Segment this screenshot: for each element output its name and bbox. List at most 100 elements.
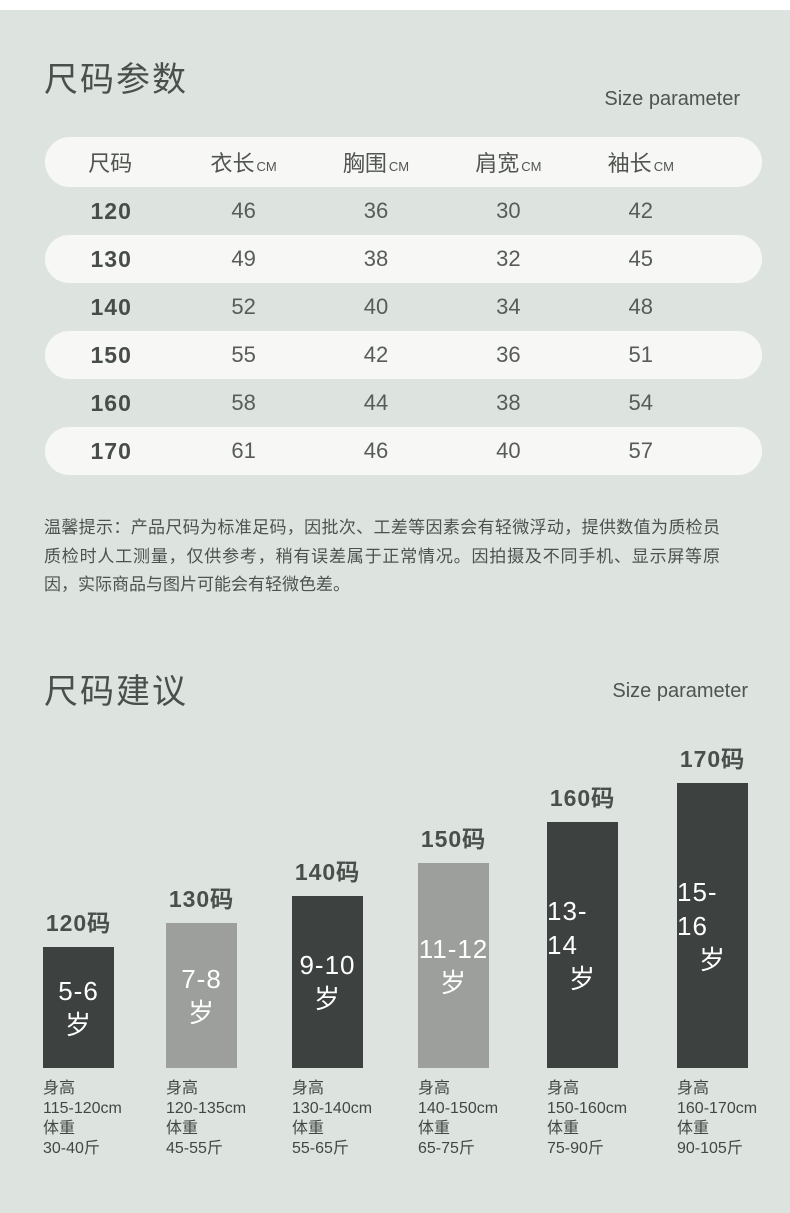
age-suffix: 岁 bbox=[187, 997, 215, 1028]
bar-size-label: 150码 bbox=[420, 826, 487, 852]
chart-column-130: 130码 7-8 岁 bbox=[166, 740, 237, 1068]
cell-chest: 38 bbox=[363, 246, 389, 271]
age-range: 5-6 bbox=[58, 975, 99, 1006]
top-white-strip bbox=[0, 0, 790, 10]
bar-170: 15-16 岁 bbox=[677, 783, 748, 1068]
col-header-label: 肩宽 bbox=[475, 151, 520, 176]
bar-140: 9-10 岁 bbox=[292, 896, 363, 1068]
section-subtitle-en: Size parameter bbox=[612, 680, 748, 702]
cell-sleeve: 51 bbox=[628, 342, 654, 367]
cell-sleeve: 45 bbox=[628, 246, 654, 271]
age-suffix: 岁 bbox=[439, 967, 467, 998]
info-height-label: 身高 bbox=[547, 1080, 580, 1097]
bar-size-label: 130码 bbox=[168, 886, 235, 912]
bar-size-label: 140码 bbox=[294, 859, 361, 885]
size-parameter-table: 尺码 衣长 CM 胸围 CM 肩宽 CM 袖长 CM 120 46 36 30 42 1… bbox=[45, 137, 762, 475]
info-height-value: 150-160cm bbox=[547, 1100, 628, 1117]
chart-column-120: 120码 5-6 岁 bbox=[43, 740, 114, 1068]
table-row-140: 140 52 40 34 48 bbox=[45, 283, 762, 331]
bar-size-label: 160码 bbox=[549, 785, 616, 811]
info-weight-label: 体重 bbox=[418, 1120, 451, 1137]
bar-age-label: 13-14 岁 bbox=[547, 894, 618, 996]
section-title-size-parameters: 尺码参数 bbox=[44, 61, 188, 99]
bar-info-130: 身高 120-135cm 体重 45-55斤 bbox=[166, 1079, 246, 1159]
cell-chest: 40 bbox=[363, 294, 389, 319]
info-weight-label: 体重 bbox=[292, 1120, 325, 1137]
age-range: 7-8 bbox=[181, 963, 222, 994]
bar-age-label: 7-8 岁 bbox=[181, 962, 222, 1030]
col-header-sleeve: 袖长 CM bbox=[575, 146, 707, 178]
cell-sleeve: 54 bbox=[628, 390, 654, 415]
col-header-unit: CM bbox=[256, 159, 277, 174]
bar-age-label: 15-16 岁 bbox=[677, 875, 748, 977]
col-header-label: 胸围 bbox=[342, 151, 387, 176]
cell-shoulder: 36 bbox=[496, 342, 521, 367]
section-subtitle-en: Size parameter bbox=[604, 88, 740, 110]
age-suffix: 岁 bbox=[313, 984, 341, 1014]
info-height-label: 身高 bbox=[166, 1080, 199, 1097]
bar-150: 11-12 岁 bbox=[418, 863, 489, 1068]
col-header-unit: CM bbox=[521, 159, 542, 174]
cell-chest: 46 bbox=[363, 438, 389, 463]
size-suggestion-chart: 120码 5-6 岁 130码 7-8 岁 140码 9-10 岁 150码 bbox=[0, 740, 790, 1213]
bar-130: 7-8 岁 bbox=[166, 923, 237, 1068]
info-height-value: 160-170cm bbox=[677, 1100, 758, 1117]
table-header-row: 尺码 衣长 CM 胸围 CM 肩宽 CM 袖长 CM bbox=[45, 137, 762, 187]
info-weight-value: 75-90斤 bbox=[547, 1140, 604, 1157]
info-height-value: 140-150cm bbox=[418, 1100, 499, 1117]
col-header-label: 袖长 bbox=[607, 151, 652, 176]
age-suffix: 岁 bbox=[698, 944, 726, 975]
cell-length: 46 bbox=[231, 198, 256, 223]
info-height-label: 身高 bbox=[292, 1080, 325, 1097]
cell-length: 49 bbox=[231, 246, 256, 271]
chart-column-170: 170码 15-16 岁 bbox=[677, 740, 748, 1068]
cell-size: 150 bbox=[90, 341, 132, 368]
cell-length: 61 bbox=[231, 438, 256, 463]
bar-info-140: 身高 130-140cm 体重 55-65斤 bbox=[292, 1079, 372, 1159]
cell-shoulder: 32 bbox=[496, 246, 521, 271]
table-row-160: 160 58 44 38 54 bbox=[45, 379, 762, 427]
info-weight-label: 体重 bbox=[43, 1120, 76, 1137]
cell-size: 170 bbox=[90, 437, 132, 464]
info-weight-value: 65-75斤 bbox=[418, 1140, 475, 1157]
info-weight-value: 45-55斤 bbox=[166, 1140, 223, 1157]
age-suffix: 岁 bbox=[64, 1009, 92, 1040]
col-header-label: 尺码 bbox=[88, 151, 133, 176]
cell-chest: 44 bbox=[363, 390, 389, 415]
cell-size: 120 bbox=[90, 197, 132, 224]
cell-length: 52 bbox=[231, 294, 256, 319]
cell-shoulder: 30 bbox=[496, 198, 521, 223]
cell-shoulder: 34 bbox=[496, 294, 521, 319]
info-weight-value: 55-65斤 bbox=[292, 1140, 349, 1157]
chart-column-150: 150码 11-12 岁 bbox=[418, 740, 489, 1068]
info-weight-value: 90-105斤 bbox=[677, 1140, 743, 1157]
bar-info-120: 身高 115-120cm 体重 30-40斤 bbox=[43, 1079, 122, 1159]
bar-size-label: 170码 bbox=[679, 746, 746, 772]
cell-sleeve: 48 bbox=[628, 294, 654, 319]
cell-chest: 42 bbox=[363, 342, 389, 367]
info-weight-value: 30-40斤 bbox=[43, 1140, 100, 1157]
cell-chest: 36 bbox=[363, 198, 389, 223]
info-height-value: 120-135cm bbox=[166, 1100, 247, 1117]
col-header-shoulder: 肩宽 CM bbox=[442, 146, 574, 178]
info-weight-label: 体重 bbox=[677, 1120, 710, 1137]
table-row-170: 170 61 46 40 57 bbox=[45, 427, 762, 475]
col-header-size: 尺码 bbox=[45, 146, 177, 178]
chart-column-160: 160码 13-14 岁 bbox=[547, 740, 618, 1068]
cell-shoulder: 40 bbox=[496, 438, 521, 463]
col-header-chest: 胸围 CM bbox=[310, 146, 442, 178]
cell-size: 140 bbox=[90, 293, 132, 320]
info-weight-label: 体重 bbox=[547, 1120, 580, 1137]
section-title-size-suggestion: 尺码建议 bbox=[44, 673, 188, 711]
age-range: 9-10 bbox=[299, 950, 356, 980]
cell-sleeve: 57 bbox=[628, 438, 654, 463]
col-header-length: 衣长 CM bbox=[177, 146, 309, 178]
age-range: 11-12 bbox=[418, 933, 489, 964]
cell-size: 130 bbox=[90, 245, 132, 272]
bar-info-170: 身高 160-170cm 体重 90-105斤 bbox=[677, 1079, 757, 1159]
col-header-unit: CM bbox=[653, 159, 674, 174]
bar-160: 13-14 岁 bbox=[547, 822, 618, 1068]
age-range: 15-16 bbox=[677, 876, 718, 941]
bar-age-label: 11-12 岁 bbox=[419, 932, 489, 1000]
